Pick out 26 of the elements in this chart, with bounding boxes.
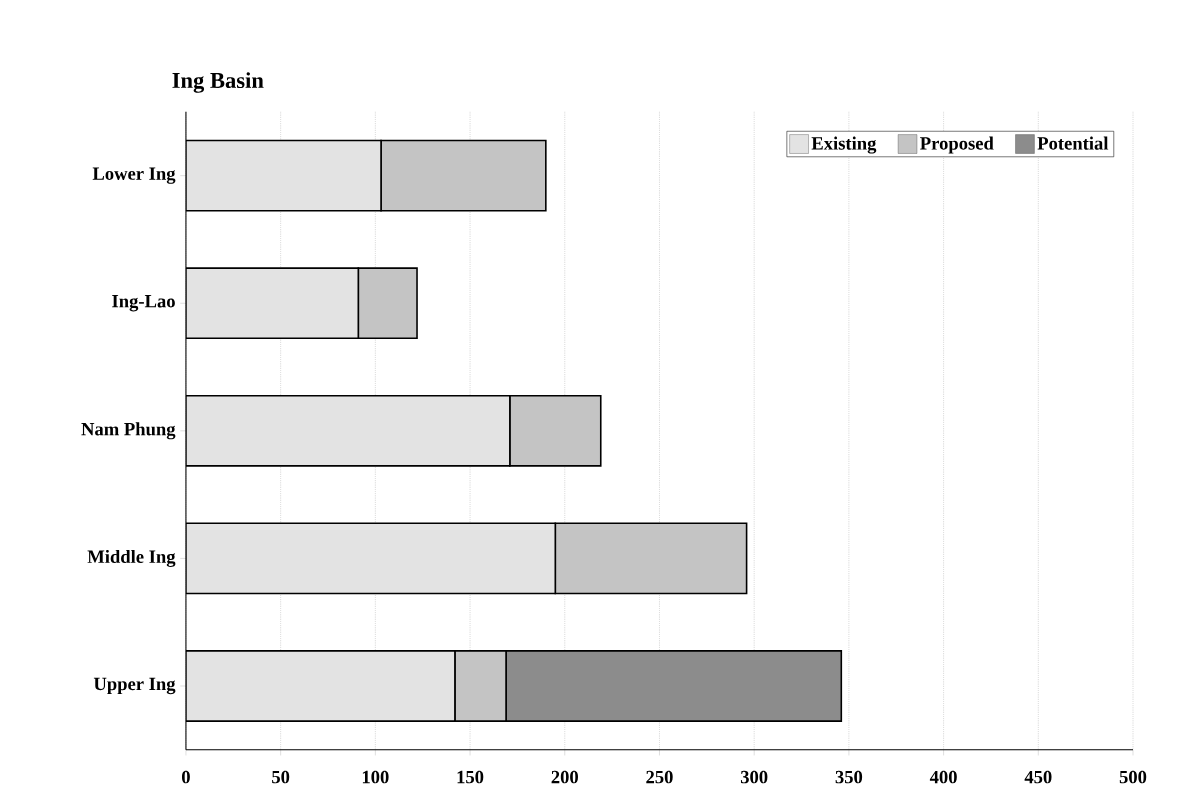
- x-tick-label: 400: [929, 770, 957, 784]
- x-tick-label: 450: [1024, 770, 1052, 784]
- x-tick-label: 300: [740, 770, 768, 784]
- legend-label: Existing: [811, 136, 877, 154]
- bar: [185, 267, 360, 340]
- chart-title: Ing Basin: [172, 72, 264, 93]
- y-tick-label: Nam Phung: [81, 422, 176, 440]
- x-tick-label: 150: [457, 770, 484, 784]
- bar: [185, 650, 456, 723]
- x-tick-label: 50: [272, 770, 290, 784]
- bar: [185, 139, 382, 212]
- y-tick-label: Lower Ing: [92, 167, 176, 184]
- legend-label: Proposed: [920, 136, 994, 154]
- y-tick-label: Ing-Lao: [112, 295, 175, 312]
- x-tick-label: 0: [182, 770, 190, 784]
- bar: [185, 395, 511, 467]
- x-tick-label: 200: [551, 770, 578, 784]
- bar: [185, 522, 557, 595]
- legend-label: Potential: [1037, 136, 1109, 150]
- x-tick-label: 500: [1119, 770, 1147, 784]
- x-tick-label: 250: [646, 770, 673, 784]
- y-tick-label: Middle Ing: [87, 550, 176, 568]
- bar: [357, 267, 418, 340]
- y-tick-label: Upper Ing: [93, 677, 176, 695]
- x-tick-label: 350: [835, 770, 863, 784]
- x-tick-label: 100: [362, 770, 389, 784]
